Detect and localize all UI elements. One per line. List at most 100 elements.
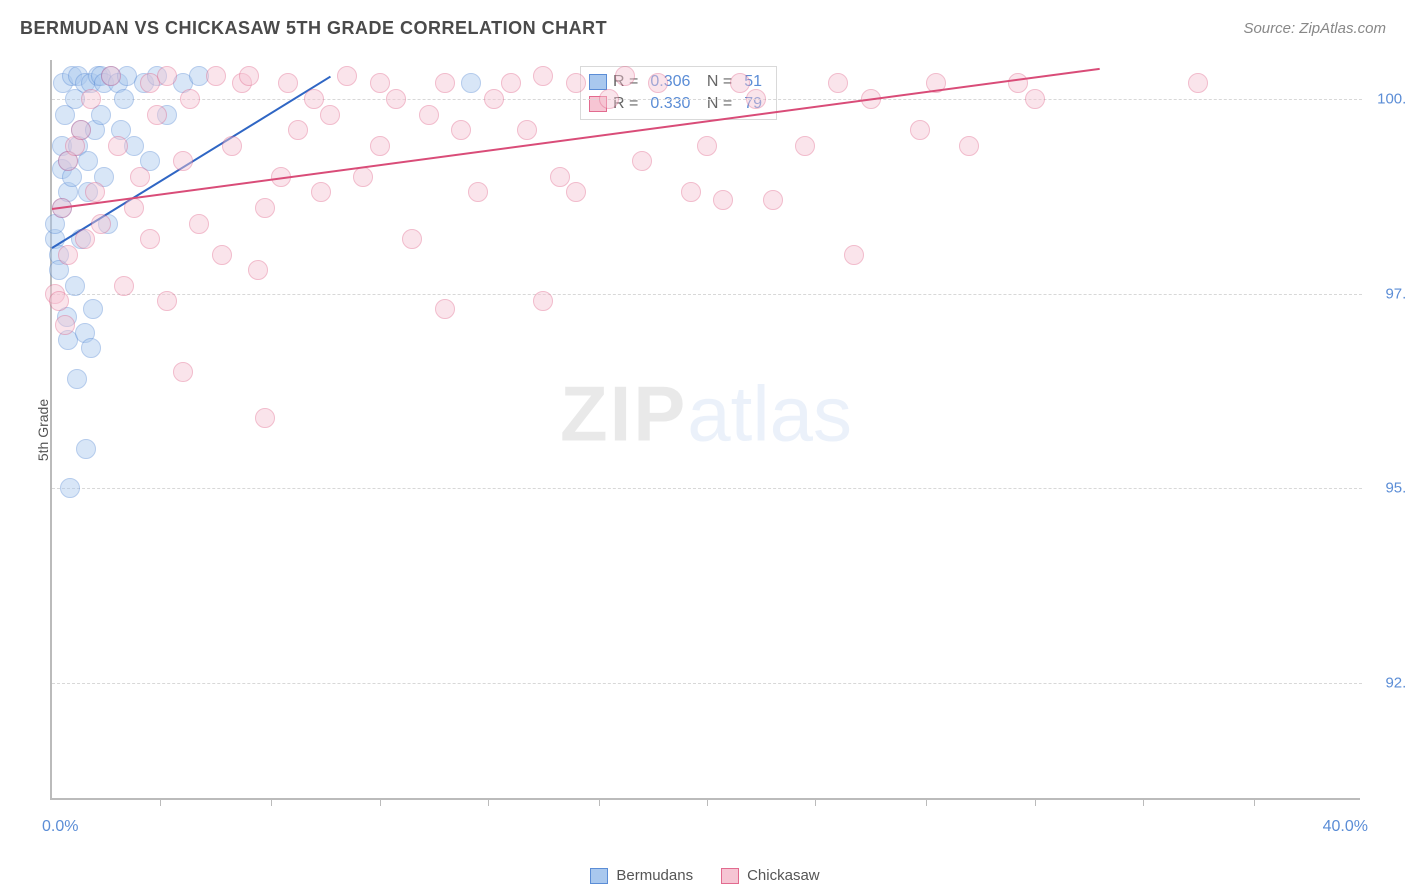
data-point [212,245,232,265]
x-tick [1254,798,1255,806]
legend: Bermudans Chickasaw [50,867,1360,884]
x-axis-min-label: 0.0% [42,818,78,836]
x-tick [926,798,927,806]
data-point [550,167,570,187]
data-point [173,362,193,382]
x-tick [599,798,600,806]
data-point [763,190,783,210]
data-point [533,291,553,311]
plot-region: ZIPatlas R = 0.306 N = 51 R = 0.330 N = … [50,60,1360,800]
data-point [461,73,481,93]
data-point [239,66,259,86]
data-point [435,299,455,319]
data-point [76,439,96,459]
data-point [85,182,105,202]
stats-r-value-1: 0.330 [644,95,696,113]
y-tick-label: 100.0% [1377,90,1406,107]
data-point [599,89,619,109]
data-point [60,478,80,498]
data-point [81,338,101,358]
data-point [173,151,193,171]
y-tick-label: 95.0% [1385,480,1406,497]
data-point [648,73,668,93]
data-point [67,369,87,389]
data-point [681,182,701,202]
data-point [304,89,324,109]
stats-swatch-bermudans [589,74,607,90]
y-tick-label: 97.5% [1385,285,1406,302]
source-label: Source: ZipAtlas.com [1243,20,1386,37]
legend-label-chickasaw: Chickasaw [747,867,820,884]
data-point [370,136,390,156]
stats-n-label: N = [702,73,732,91]
watermark-zip: ZIP [560,370,687,458]
data-point [468,182,488,202]
data-point [206,66,226,86]
stats-n-label: N = [702,95,732,113]
x-tick [815,798,816,806]
data-point [180,89,200,109]
data-point [337,66,357,86]
x-tick [271,798,272,806]
data-point [189,214,209,234]
data-point [78,151,98,171]
watermark: ZIPatlas [560,369,852,460]
data-point [58,245,78,265]
data-point [83,299,103,319]
data-point [566,73,586,93]
x-axis-max-label: 40.0% [1323,818,1368,836]
data-point [517,120,537,140]
legend-label-bermudans: Bermudans [616,867,693,884]
chart-area: 5th Grade ZIPatlas R = 0.306 N = 51 R = … [50,60,1360,800]
x-tick [488,798,489,806]
data-point [730,73,750,93]
data-point [311,182,331,202]
data-point [370,73,390,93]
x-tick [160,798,161,806]
data-point [713,190,733,210]
data-point [65,276,85,296]
data-point [248,260,268,280]
data-point [71,120,91,140]
data-point [157,66,177,86]
chart-header: BERMUDAN VS CHICKASAW 5TH GRADE CORRELAT… [20,18,1386,39]
data-point [435,73,455,93]
data-point [288,120,308,140]
x-tick [707,798,708,806]
data-point [697,136,717,156]
data-point [114,276,134,296]
data-point [632,151,652,171]
y-axis-label: 5th Grade [35,399,51,461]
data-point [75,229,95,249]
legend-item-bermudans: Bermudans [590,867,693,884]
data-point [533,66,553,86]
data-point [320,105,340,125]
data-point [566,182,586,202]
data-point [1008,73,1028,93]
gridline [52,99,1362,100]
data-point [81,89,101,109]
chart-title: BERMUDAN VS CHICKASAW 5TH GRADE CORRELAT… [20,18,607,39]
data-point [419,105,439,125]
data-point [1188,73,1208,93]
y-tick-label: 92.5% [1385,675,1406,692]
data-point [91,214,111,234]
data-point [451,120,471,140]
legend-swatch-bermudans [590,868,608,884]
x-tick [380,798,381,806]
data-point [402,229,422,249]
data-point [484,89,504,109]
data-point [278,73,298,93]
data-point [353,167,373,187]
data-point [746,89,766,109]
data-point [140,229,160,249]
data-point [114,89,134,109]
data-point [255,198,275,218]
data-point [222,136,242,156]
data-point [615,66,635,86]
data-point [147,105,167,125]
x-tick [1143,798,1144,806]
data-point [55,315,75,335]
gridline [52,683,1362,684]
data-point [124,198,144,218]
